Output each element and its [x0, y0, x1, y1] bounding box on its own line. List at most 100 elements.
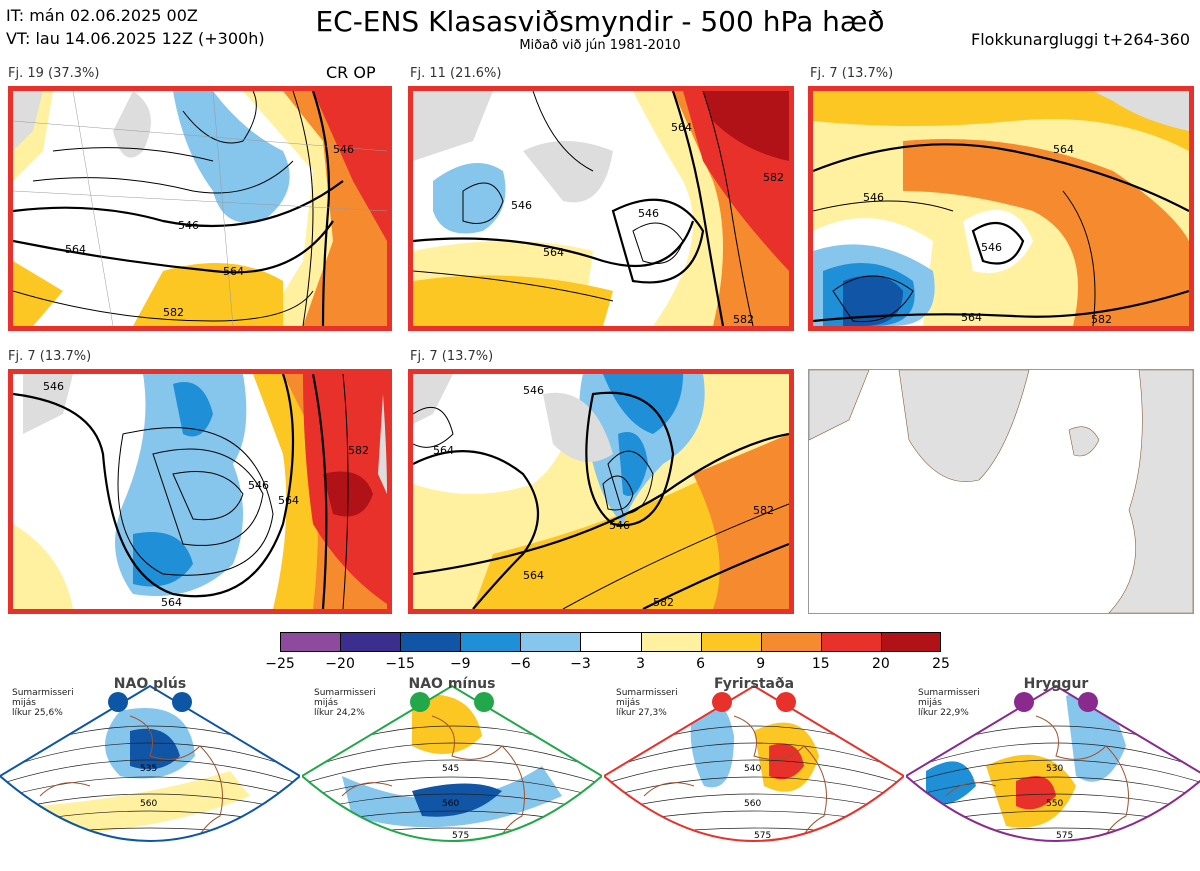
regime-fan-1: 535 560 — [0, 684, 300, 842]
empty-map-panel — [808, 369, 1194, 614]
panel-4-label: Fj. 7 (13.7%) — [8, 349, 92, 364]
regime-domain: mijás — [314, 698, 338, 708]
regime-marker-dot — [172, 692, 192, 712]
panel-4-contour-5: 546 — [248, 479, 269, 492]
regime-contour-label: 560 — [442, 799, 459, 809]
regime-probability: líkur 25,6% — [12, 708, 63, 718]
regime-marker-dot — [410, 692, 430, 712]
regime-probability: líkur 22,9% — [918, 708, 969, 718]
colorbar-segment — [400, 632, 461, 652]
regime-probability: líkur 24,2% — [314, 708, 365, 718]
regime-season: Sumarmisseri — [12, 688, 74, 698]
page-title: EC-ENS Klasasviðsmyndir - 500 hPa hæð — [315, 5, 885, 38]
regime-contour-label: 575 — [754, 831, 771, 841]
valid-time: VT: lau 14.06.2025 12Z (+300h) — [6, 29, 265, 48]
cluster-map-1[interactable]: 546 564 582 564 546 — [8, 86, 392, 331]
regime-marker-dot — [776, 692, 796, 712]
panel-3-contour-1: 546 — [863, 191, 884, 204]
panel-5-contour-6: 582 — [653, 596, 674, 609]
panel-5-label: Fj. 7 (13.7%) — [410, 349, 494, 364]
panel-5-contour-1: 546 — [523, 384, 544, 397]
panel-1-tag: CR OP — [326, 63, 376, 82]
classification-window: Flokkunargluggi t+264-360 — [971, 30, 1190, 49]
panel-5-contour-4: 564 — [523, 569, 544, 582]
colorbar-tick: −20 — [325, 656, 355, 672]
regime-info-3: Sumarmisseri mijás líkur 27,3% — [616, 688, 678, 718]
panel-2-contour-1: 564 — [543, 246, 564, 259]
cluster-map-5[interactable]: 546 546 564 564 582 582 — [408, 369, 794, 614]
colorbar-segment — [280, 632, 341, 652]
page-subtitle: Miðað við jún 1981-2010 — [519, 38, 681, 53]
cluster-map-2[interactable]: 564 546 546 564 582 582 — [408, 86, 794, 331]
colorbar-segment — [760, 632, 821, 652]
regime-contour-label: 540 — [744, 764, 761, 774]
panel-1-contour-5: 546 — [333, 143, 354, 156]
colorbar-segment — [340, 632, 401, 652]
colorbar-segment — [520, 632, 581, 652]
panel-4-contour-1: 546 — [43, 380, 64, 393]
panel-3-contour-3: 546 — [981, 241, 1002, 254]
panel-1-contour-4: 564 — [65, 243, 86, 256]
regime-domain: mijás — [12, 698, 36, 708]
cluster-map-3[interactable]: 546 564 546 564 582 — [808, 86, 1194, 331]
regime-contour-label: 575 — [1056, 831, 1073, 841]
regime-marker-dot — [1014, 692, 1034, 712]
panel-3-contour-4: 564 — [961, 311, 982, 324]
colorbar-tick: 6 — [696, 656, 706, 672]
colorbar-segment — [820, 632, 881, 652]
panel-2-label: Fj. 11 (21.6%) — [410, 66, 502, 81]
colorbar-tick: −9 — [449, 656, 471, 672]
colorbar-tick: 9 — [756, 656, 766, 672]
initial-time: IT: mán 02.06.2025 00Z — [6, 6, 198, 25]
regime-marker-dot — [712, 692, 732, 712]
regime-title-4: Hryggur — [1023, 676, 1089, 692]
cluster-map-4[interactable]: 546 564 582 564 546 — [8, 369, 392, 614]
panel-2-contour-2: 546 — [511, 199, 532, 212]
regime-info-1: Sumarmisseri mijás líkur 25,6% — [12, 688, 74, 718]
colorbar-segment — [700, 632, 761, 652]
regime-panels: 535 560 Sumarmisseri mijás líkur 25,6% NAO pl… — [0, 676, 1200, 871]
regime-fan-3: 540 560 575 — [604, 684, 904, 842]
panel-2-contour-4: 564 — [671, 121, 692, 134]
panel-1-contour-1: 546 — [178, 219, 199, 232]
regime-fan-2: 545 560 575 — [302, 684, 602, 842]
regime-title-2: NAO mínus — [408, 676, 496, 692]
regime-contour-label: 550 — [1046, 799, 1063, 809]
regime-marker-dot — [108, 692, 128, 712]
regime-contour-label: 560 — [744, 799, 761, 809]
regime-title-3: Fyrirstaða — [713, 676, 795, 692]
panel-4-contour-4: 564 — [161, 596, 182, 609]
colorbar-tick: 3 — [636, 656, 645, 672]
regime-info-4: Sumarmisseri mijás líkur 22,9% — [918, 688, 980, 718]
panel-1-contour-3: 582 — [163, 306, 184, 319]
panel-5-contour-3: 564 — [433, 444, 454, 457]
regime-season: Sumarmisseri — [918, 688, 980, 698]
panel-5-contour-2: 546 — [609, 519, 630, 532]
colorbar-segment — [460, 632, 521, 652]
regime-domain: mijás — [918, 698, 942, 708]
regime-domain: mijás — [616, 698, 640, 708]
colorbar-tick: 25 — [932, 656, 950, 672]
panel-5-contour-5: 582 — [753, 504, 774, 517]
regime-contour-label: 560 — [140, 799, 157, 809]
panel-3-label: Fj. 7 (13.7%) — [810, 66, 894, 81]
regime-contour-label: 575 — [452, 831, 469, 841]
regime-season: Sumarmisseri — [314, 688, 376, 698]
regime-fan-4: 530 550 575 — [906, 684, 1200, 842]
panel-4-contour-2: 564 — [278, 494, 299, 507]
colorbar-tick: 20 — [871, 656, 890, 672]
regime-marker-dot — [474, 692, 494, 712]
colorbar-tick: −6 — [510, 656, 531, 672]
panel-3-contour-2: 564 — [1053, 143, 1074, 156]
colorbar-segment — [580, 632, 641, 652]
panel-2-contour-3: 546 — [638, 207, 659, 220]
panel-1-label: Fj. 19 (37.3%) — [8, 66, 100, 81]
regime-info-2: Sumarmisseri mijás líkur 24,2% — [314, 688, 376, 718]
panel-1-contour-2: 564 — [223, 265, 244, 278]
regime-contour-label: 530 — [1046, 764, 1063, 774]
regime-title-1: NAO plús — [113, 676, 187, 692]
colorbar-tick: −15 — [385, 656, 415, 672]
regime-season: Sumarmisseri — [616, 688, 678, 698]
panel-3-contour-5: 582 — [1091, 313, 1112, 326]
colorbar-tick: −25 — [265, 656, 295, 672]
